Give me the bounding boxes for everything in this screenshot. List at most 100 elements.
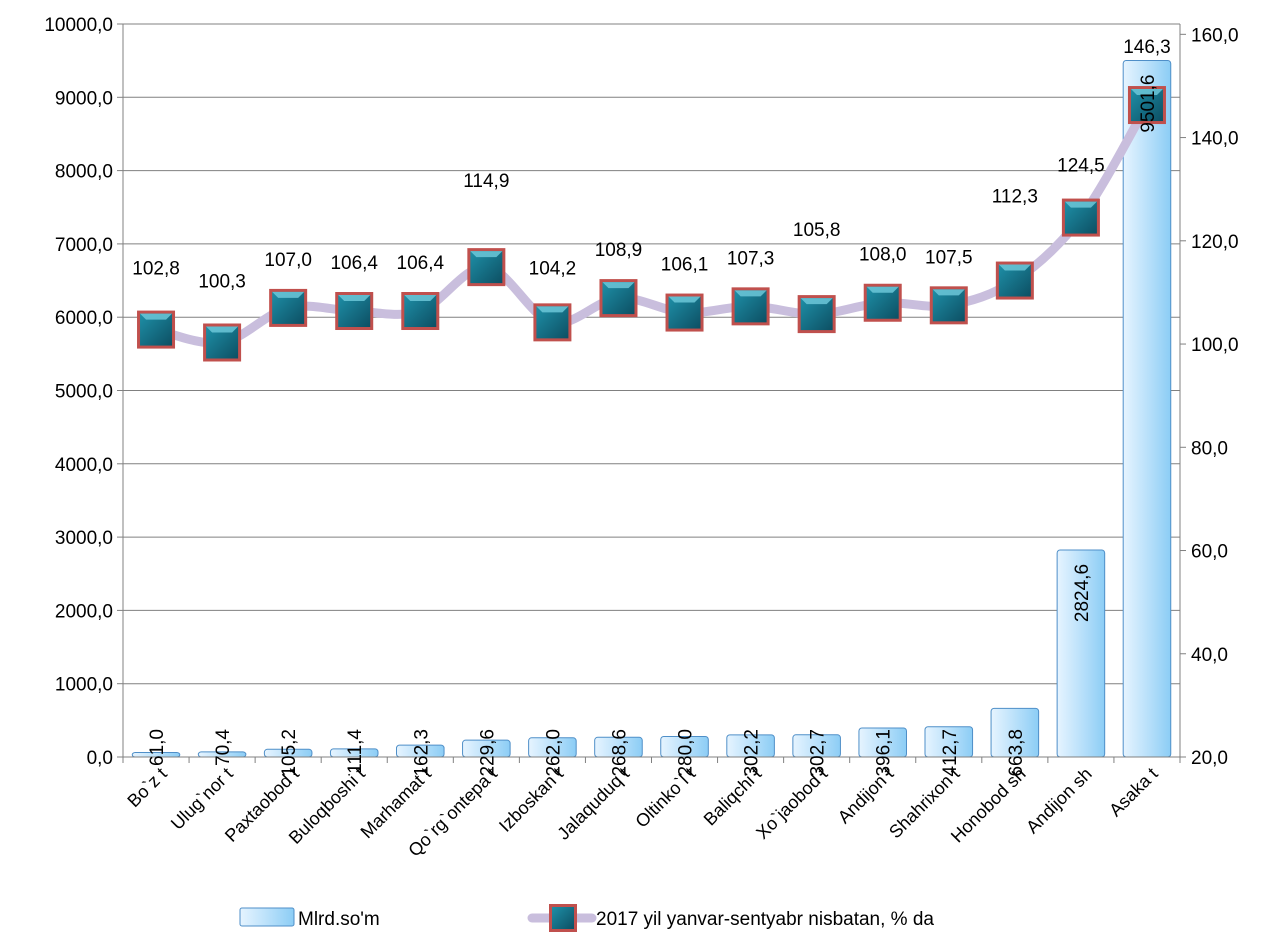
line-data-label: 108,0 <box>859 245 907 266</box>
marker-highlight <box>734 290 767 297</box>
bar-data-label: 70,4 <box>213 729 234 766</box>
marker-highlight <box>536 306 569 313</box>
data-labels: 61,0 70,4 105,2 111,4 162,3 229,6 262,0 268,6 28… <box>132 37 1170 777</box>
y-right-tick-label: 20,0 <box>1191 748 1228 769</box>
line-data-label: 107,5 <box>925 247 973 268</box>
line-data-label: 106,4 <box>330 253 378 274</box>
bar-data-label: 61,0 <box>147 729 168 766</box>
y-right-tick-label: 160,0 <box>1191 25 1239 46</box>
line-marker <box>137 310 176 349</box>
line-marker <box>203 323 242 362</box>
marker-highlight <box>932 289 965 296</box>
line-marker <box>533 303 572 342</box>
bar-data-label: 162,3 <box>411 729 432 777</box>
y-left-tick-label: 6000,0 <box>55 308 113 329</box>
bar-data-label: 280,0 <box>676 729 697 777</box>
line-marker <box>401 292 440 331</box>
line-data-label: 100,3 <box>198 271 246 292</box>
marker-highlight <box>998 264 1031 271</box>
line-marker <box>467 248 506 287</box>
line-data-label: 106,4 <box>397 253 445 274</box>
y-right-tick-label: 100,0 <box>1191 335 1239 356</box>
legend-label: Mlrd.so'm <box>298 909 380 930</box>
line-marker <box>995 261 1034 300</box>
y-left-tick-label: 5000,0 <box>55 382 113 403</box>
bar-data-label: 229,6 <box>477 729 498 777</box>
bar-data-label: 268,6 <box>609 729 630 777</box>
marker-highlight <box>800 298 833 305</box>
x-tick-label: Asaka t <box>1105 764 1162 821</box>
marker-highlight <box>206 326 239 333</box>
line-marker <box>599 279 638 318</box>
y-right-tick-label: 60,0 <box>1191 542 1228 563</box>
marker-highlight <box>1064 201 1097 208</box>
marker-highlight <box>1130 89 1163 96</box>
bar-data-label: 302,7 <box>808 729 829 777</box>
bar-data-label: 105,2 <box>279 729 300 777</box>
marker-highlight <box>668 296 701 303</box>
line-data-label: 107,0 <box>264 250 312 271</box>
legend: Mlrd.so'm 2017 yil yanvar-sentyabr nisbat… <box>239 904 934 932</box>
y-right-tick-label: 40,0 <box>1191 645 1228 666</box>
line-data-label: 104,2 <box>529 258 577 279</box>
bar-data-label: 2824,6 <box>1072 564 1093 622</box>
line-data-label: 107,3 <box>727 248 775 269</box>
y-right-tick-label: 120,0 <box>1191 232 1239 253</box>
marker-highlight <box>338 295 371 302</box>
line-data-label: 106,1 <box>661 255 709 276</box>
bar-data-label: 396,1 <box>874 729 895 777</box>
legend-label: 2017 yil yanvar-sentyabr nisbatan, % da <box>596 909 934 930</box>
x-tick-label: Andijon sh <box>1022 764 1096 838</box>
y-left-tick-label: 9000,0 <box>55 88 113 109</box>
y-left-tick-label: 1000,0 <box>55 675 113 696</box>
line-data-label: 102,8 <box>132 259 180 280</box>
y-left-tick-label: 0,0 <box>87 748 113 769</box>
line-marker <box>863 283 902 322</box>
line-data-label: 114,9 <box>463 171 509 192</box>
marker-highlight <box>602 282 635 289</box>
bar-data-label: 111,4 <box>345 729 366 774</box>
line-data-label: 146,3 <box>1123 37 1171 58</box>
y-right-tick-label: 140,0 <box>1191 129 1239 150</box>
marker-highlight <box>404 295 437 302</box>
line-data-label: 124,5 <box>1057 156 1105 177</box>
marker-highlight <box>866 286 899 293</box>
line-marker <box>1061 198 1100 237</box>
y-left-tick-label: 4000,0 <box>55 455 113 476</box>
bar-data-label: 9501,6 <box>1138 75 1159 133</box>
y-left-tick-label: 10000,0 <box>44 15 113 36</box>
marker-highlight <box>470 251 503 258</box>
y-left-tick-label: 2000,0 <box>55 601 113 622</box>
x-tick-label: Ulug`nor t <box>167 764 237 834</box>
line-marker <box>335 292 374 331</box>
bar <box>1122 60 1172 758</box>
legend-item-line: 2017 yil yanvar-sentyabr nisbatan, % da <box>527 904 934 932</box>
y-left-tick-label: 8000,0 <box>55 162 113 183</box>
bar-data-label: 663,8 <box>1006 729 1027 777</box>
line-marker <box>929 286 968 325</box>
line-data-label: 108,9 <box>595 240 643 261</box>
marker-highlight <box>272 291 305 298</box>
line-data-label: 105,8 <box>793 220 841 241</box>
x-tick-label: Bo`z t <box>123 764 170 811</box>
line-marker <box>797 295 836 334</box>
legend-item-bars: Mlrd.so'm <box>239 907 380 930</box>
bar-series <box>131 60 1172 758</box>
bar-data-label: 302,2 <box>742 729 763 777</box>
bar-data-label: 412,7 <box>940 729 961 777</box>
line-marker <box>731 287 770 326</box>
marker-highlight <box>140 313 173 320</box>
legend-marker-face <box>552 907 574 929</box>
y-right-tick-label: 80,0 <box>1191 438 1228 459</box>
line-data-label: 112,3 <box>992 187 1038 208</box>
line-series <box>137 86 1166 362</box>
line-marker <box>269 288 308 327</box>
line-marker <box>665 293 704 332</box>
line-marker <box>1127 86 1166 125</box>
legend-swatch-bar <box>239 907 295 927</box>
gridlines <box>123 23 1180 758</box>
bar-data-label: 262,0 <box>543 729 564 777</box>
y-left-tick-label: 3000,0 <box>55 528 113 549</box>
y-left-tick-label: 7000,0 <box>55 235 113 256</box>
